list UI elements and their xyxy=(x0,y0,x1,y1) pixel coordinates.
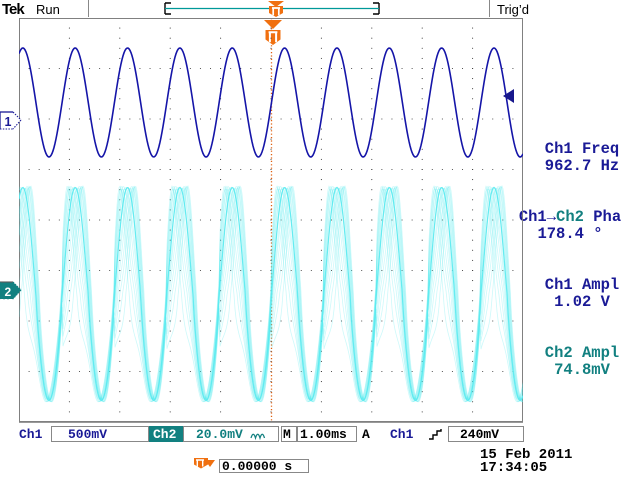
svg-text:2: 2 xyxy=(5,285,12,299)
